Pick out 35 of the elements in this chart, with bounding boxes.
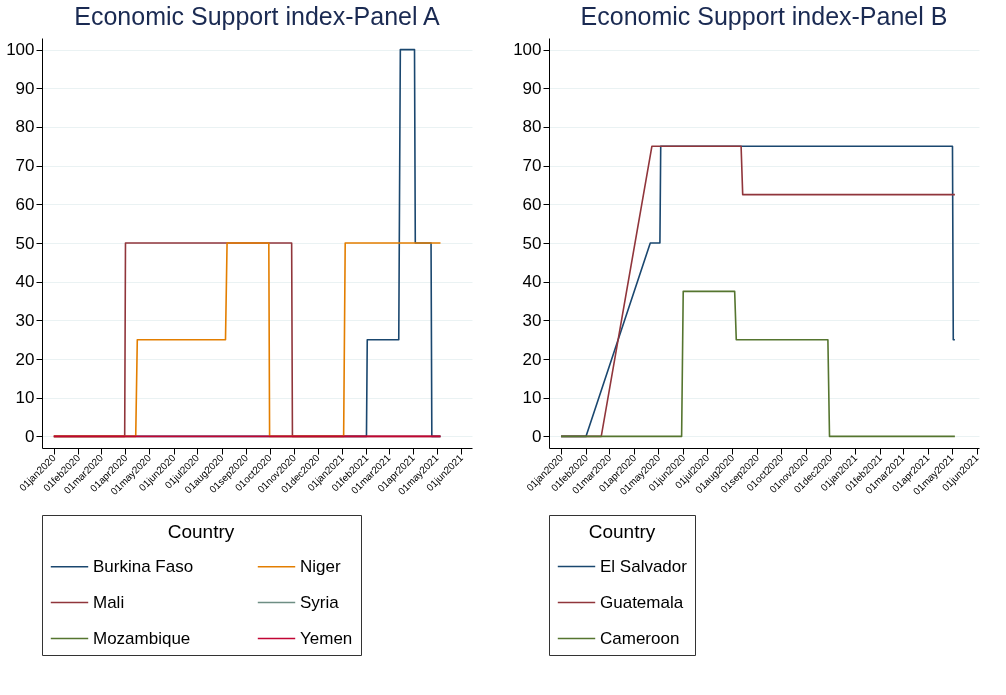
y-tick-label: 100 <box>513 40 542 60</box>
legend-label: Niger <box>300 556 341 576</box>
y-tick-label: 50 <box>522 233 542 253</box>
legend-label: Yemen <box>300 628 353 648</box>
legend-label: Guatemala <box>600 592 684 612</box>
y-tick-label: 80 <box>522 117 542 137</box>
y-tick-label: 70 <box>15 156 35 176</box>
legend-label: El Salvador <box>600 556 688 576</box>
legend-label: Mali <box>93 592 125 612</box>
legend-label: Syria <box>300 592 340 612</box>
y-tick-label: 90 <box>522 78 542 98</box>
y-tick-label: 10 <box>522 388 542 408</box>
y-tick-label: 90 <box>15 78 35 98</box>
y-tick-label: 0 <box>25 426 35 446</box>
y-tick-label: 50 <box>15 233 35 253</box>
y-tick-label: 20 <box>15 349 35 369</box>
y-tick-label: 100 <box>6 40 35 60</box>
legend-label: Burkina Faso <box>93 556 194 576</box>
chart-title: Economic Support index-Panel A <box>74 2 441 30</box>
y-tick-label: 30 <box>15 310 35 330</box>
legend-title: Country <box>588 521 656 542</box>
y-tick-label: 60 <box>15 194 35 214</box>
legend-label: Cameroon <box>600 628 680 648</box>
y-tick-label: 70 <box>522 156 542 176</box>
y-tick-label: 40 <box>15 272 35 292</box>
legend-title: Country <box>167 521 235 542</box>
y-tick-label: 80 <box>15 117 35 137</box>
y-tick-label: 30 <box>522 310 542 330</box>
legend-label: Mozambique <box>93 628 191 648</box>
y-tick-label: 10 <box>15 388 35 408</box>
y-tick-label: 40 <box>522 272 542 292</box>
chart-title: Economic Support index-Panel B <box>580 2 948 30</box>
y-tick-label: 20 <box>522 349 542 369</box>
y-tick-label: 60 <box>522 194 542 214</box>
y-tick-label: 0 <box>532 426 542 446</box>
